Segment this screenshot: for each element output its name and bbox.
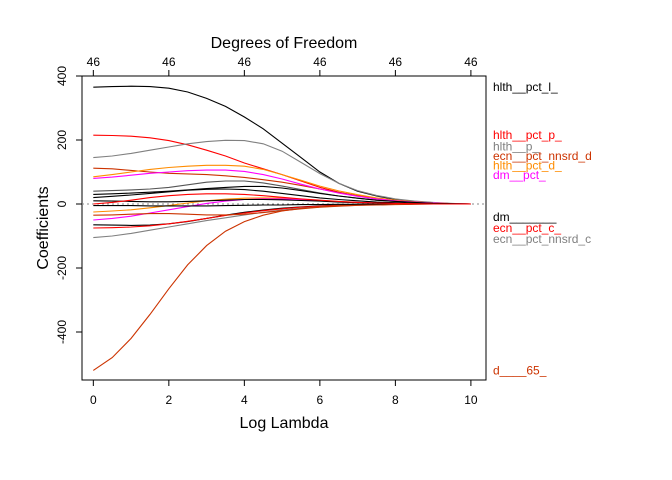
series-line (93, 193, 471, 205)
y-tick-label: 400 (55, 66, 69, 86)
series-label: d____65_ (493, 363, 547, 377)
chart-title: Degrees of Freedom (211, 35, 358, 52)
series-line (92, 203, 471, 371)
series-line (93, 185, 471, 205)
y-tick-label: 0 (55, 200, 69, 207)
top-tick-label: 46 (464, 55, 478, 69)
x-tick-label: 6 (317, 393, 324, 407)
y-tick-label: -400 (55, 320, 69, 344)
top-tick-label: 46 (87, 55, 101, 69)
series-label: dm_______ (493, 210, 557, 224)
series-line (93, 139, 471, 205)
top-tick-label: 46 (162, 55, 176, 69)
series-line (93, 203, 471, 216)
x-tick-label: 4 (241, 393, 248, 407)
top-tick-label: 46 (238, 55, 252, 69)
x-tick-label: 0 (90, 393, 97, 407)
top-tick-label: 46 (389, 55, 403, 69)
x-axis-label: Log Lambda (240, 415, 329, 432)
series-label: ecn__pct_nnsrd_d (493, 149, 592, 163)
x-tick-label: 2 (165, 393, 172, 407)
plot-frame (81, 75, 487, 381)
series-label: ecn__pct_nnsrd_c (493, 232, 591, 246)
x-tick-label: 8 (392, 393, 399, 407)
y-axis-label: Coefficients (35, 186, 52, 269)
series-label: ecn__pct_c_ (493, 221, 561, 235)
series-label: dm__pct_ (493, 168, 546, 182)
series-label: hlth__pct_d_ (493, 159, 562, 173)
series-label: hlth__pct_p_ (493, 128, 562, 142)
series-label: hlth__p_ (493, 139, 539, 153)
series-line (93, 203, 471, 226)
y-tick-label: 200 (55, 130, 69, 150)
series-label: hlth__pct_l_ (493, 80, 558, 94)
x-tick-label: 10 (464, 393, 478, 407)
y-tick-label: -200 (55, 256, 69, 280)
top-tick-label: 46 (313, 55, 327, 69)
